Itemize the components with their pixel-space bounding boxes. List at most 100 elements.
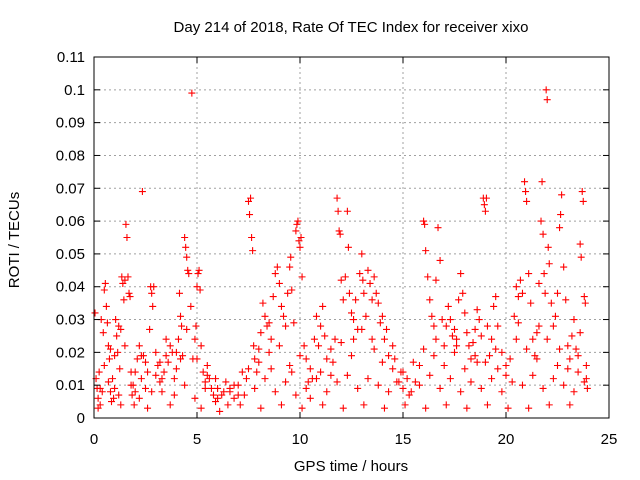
- data-point: [504, 404, 512, 412]
- data-point: [246, 211, 254, 219]
- data-point: [545, 260, 553, 268]
- data-point: [193, 283, 201, 291]
- data-point: [201, 378, 209, 386]
- data-point: [554, 361, 561, 369]
- data-point: [337, 276, 345, 284]
- data-point: [345, 289, 353, 297]
- data-point: [297, 234, 305, 241]
- data-point: [488, 335, 496, 343]
- data-point: [323, 388, 331, 396]
- data-point: [242, 375, 250, 383]
- data-point: [556, 345, 564, 353]
- data-point: [463, 404, 471, 412]
- data-point: [120, 296, 128, 304]
- data-point: [238, 368, 246, 376]
- data-point: [542, 86, 550, 94]
- data-point: [352, 296, 360, 304]
- data-point: [529, 371, 537, 379]
- data-point: [335, 227, 343, 235]
- data-point: [551, 312, 559, 320]
- data-point: [131, 388, 139, 396]
- data-point: [131, 368, 139, 376]
- data-point: [448, 332, 456, 340]
- y-tick-label: 0.09: [56, 115, 85, 132]
- data-point: [451, 348, 458, 356]
- data-point: [207, 384, 215, 392]
- data-point: [564, 342, 572, 350]
- data-point: [523, 345, 531, 353]
- data-point: [518, 381, 526, 389]
- data-point: [312, 312, 320, 320]
- data-point: [178, 322, 186, 330]
- data-point: [389, 342, 397, 350]
- data-point: [370, 345, 378, 353]
- data-point: [115, 391, 123, 399]
- data-point: [269, 293, 277, 301]
- data-point: [290, 319, 298, 327]
- data-point: [104, 378, 112, 386]
- data-point: [541, 289, 549, 297]
- data-point: [101, 279, 109, 287]
- data-point: [298, 404, 306, 412]
- data-point: [562, 296, 570, 304]
- data-point: [185, 270, 193, 278]
- data-point: [160, 368, 168, 376]
- data-point: [432, 276, 440, 284]
- data-point: [261, 312, 269, 320]
- data-point: [508, 378, 516, 386]
- data-point: [265, 319, 273, 327]
- data-point: [306, 365, 314, 373]
- data-point: [525, 404, 533, 412]
- y-tick-label: 0.03: [56, 312, 85, 329]
- data-point: [226, 384, 234, 392]
- data-point: [203, 371, 211, 379]
- data-point: [399, 368, 407, 376]
- data-point: [127, 381, 135, 389]
- data-point: [579, 197, 587, 205]
- data-point: [378, 358, 386, 366]
- data-point: [566, 355, 574, 363]
- data-point: [212, 375, 220, 383]
- data-point: [549, 322, 557, 330]
- data-point: [111, 384, 119, 392]
- data-point: [339, 296, 347, 304]
- data-point: [152, 348, 160, 356]
- data-point: [234, 391, 242, 399]
- data-point: [96, 384, 104, 392]
- data-point: [580, 293, 588, 301]
- data-point: [525, 270, 533, 278]
- data-point: [574, 352, 582, 360]
- data-point: [162, 352, 170, 360]
- data-point: [539, 384, 547, 392]
- data-point: [327, 345, 335, 353]
- data-point: [359, 276, 367, 284]
- data-point: [220, 388, 228, 396]
- data-point: [249, 247, 257, 255]
- data-point: [319, 302, 327, 310]
- data-point: [149, 302, 157, 310]
- data-point: [294, 217, 302, 225]
- axis-ticks: 0 0.01 0.02 0.03 0.04 0.05 0.06 0.07 0.08 0.09 0.1…: [56, 49, 618, 448]
- data-point: [488, 375, 496, 383]
- data-point: [144, 404, 152, 412]
- data-point: [343, 371, 351, 379]
- data-point: [251, 384, 259, 392]
- data-point: [121, 276, 129, 284]
- data-point: [411, 378, 419, 386]
- data-point: [240, 391, 248, 399]
- data-point: [475, 316, 483, 324]
- data-point: [401, 401, 409, 409]
- data-point: [166, 342, 174, 350]
- data-point: [535, 279, 543, 287]
- data-point: [128, 391, 136, 399]
- y-tick-label: 0.07: [56, 180, 85, 197]
- data-point: [125, 289, 133, 297]
- data-point: [191, 335, 199, 343]
- data-point: [146, 325, 154, 333]
- data-point: [514, 293, 522, 301]
- data-point: [560, 381, 568, 389]
- data-point: [296, 243, 304, 251]
- data-point: [350, 316, 358, 324]
- y-tick-label: 0: [77, 410, 85, 427]
